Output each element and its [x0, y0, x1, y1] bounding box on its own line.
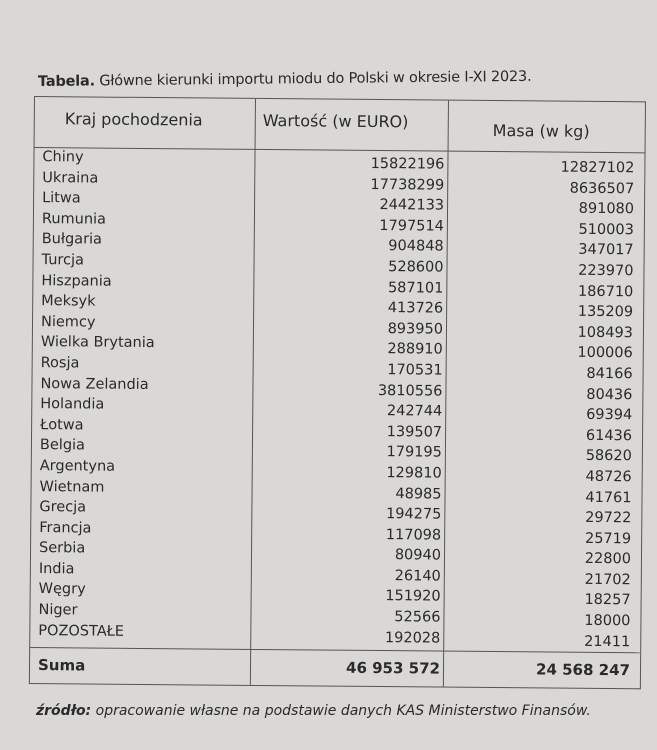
country-cell: POZOSTAŁE	[38, 622, 125, 640]
country-cell: Wietnam	[39, 478, 105, 496]
country-cell: Belgia	[39, 437, 86, 454]
country-cell: Argentyna	[39, 457, 116, 475]
country-cell: Rumunia	[41, 210, 107, 228]
country-cell: Łotwa	[40, 416, 84, 434]
country-cell: Grecja	[39, 499, 87, 516]
table-header: Kraj pochodzenia Wartość (w EURO) Masa (…	[34, 97, 645, 154]
country-cell: Węgry	[38, 581, 86, 598]
value-cell: 192028	[384, 629, 441, 647]
country-cell: Nowa Zelandia	[40, 375, 149, 393]
country-cell: Turcja	[41, 252, 85, 269]
import-table: Kraj pochodzenia Wartość (w EURO) Masa (…	[28, 96, 646, 692]
country-cell: Ukraina	[42, 169, 99, 187]
source-note: źródło: opracowanie własne na podstawie …	[36, 703, 591, 719]
country-cell: Niemcy	[40, 313, 96, 331]
header-value: Wartość (w EURO)	[262, 110, 409, 132]
table-row: POZOSTAŁE 192028 21411	[30, 621, 640, 650]
source-label: źródło:	[36, 703, 92, 719]
caption-label: Tabela.	[37, 73, 95, 90]
sum-label: Suma	[37, 656, 86, 675]
header-country: Kraj pochodzenia	[64, 109, 203, 130]
country-cell: Holandia	[40, 396, 105, 413]
country-cell: Litwa	[42, 190, 81, 207]
mass-cell: 21411	[584, 633, 631, 650]
country-cell: India	[38, 560, 75, 578]
sum-value: 46 953 572	[345, 658, 441, 678]
caption-text: Główne kierunki importu miodu do Polski …	[94, 68, 532, 90]
header-mass: Masa (w kg)	[492, 121, 590, 141]
sum-row: Suma 46 953 572 24 568 247	[29, 646, 641, 692]
sum-mass: 24 568 247	[535, 660, 631, 680]
country-cell: Francja	[39, 519, 92, 537]
country-cell: Bułgaria	[41, 231, 103, 248]
country-cell: Niger	[38, 602, 78, 619]
country-cell: Serbia	[38, 540, 86, 557]
country-cell: Hiszpania	[41, 272, 112, 290]
table-body: Chiny 15822196 12827102 Ukraina 17738299 8636…	[30, 147, 644, 650]
country-cell: Chiny	[42, 149, 84, 166]
table-caption: Tabela. Główne kierunki importu miodu do…	[38, 69, 532, 90]
country-cell: Meksyk	[41, 293, 96, 310]
source-text: opracowanie własne na podstawie danych K…	[91, 703, 591, 719]
country-cell: Wielka Brytania	[40, 334, 155, 352]
country-cell: Rosja	[40, 355, 80, 372]
